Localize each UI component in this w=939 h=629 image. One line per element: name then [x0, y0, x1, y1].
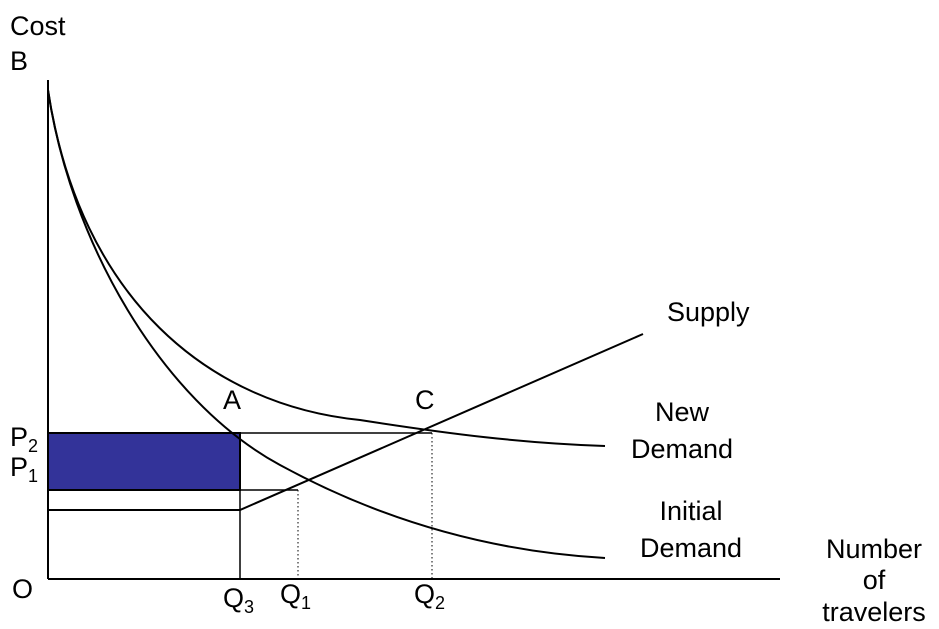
- new-demand-label-line2: Demand: [631, 434, 733, 464]
- new-demand-label-line1: New: [655, 397, 710, 427]
- point-b-label: B: [10, 46, 28, 76]
- initial-demand-curve: [47, 89, 606, 559]
- p2-label: P2: [10, 422, 38, 456]
- origin-label: O: [12, 574, 33, 604]
- initial-demand-label-line2: Demand: [640, 533, 742, 563]
- supply-label: Supply: [667, 297, 750, 327]
- point-a-label: A: [223, 385, 241, 415]
- x-axis-title-line2: of: [863, 565, 886, 595]
- point-c-label: C: [415, 385, 435, 415]
- x-axis-title-line3: travelers: [822, 597, 926, 627]
- shaded-area: [47, 432, 241, 491]
- q1-label: Q1: [280, 579, 311, 613]
- q2-label: Q2: [414, 579, 445, 613]
- initial-demand-label-line1: Initial: [659, 496, 722, 526]
- new-demand-curve: [47, 89, 606, 447]
- y-axis-title: Cost: [10, 11, 66, 41]
- p1-label: P1: [10, 452, 38, 486]
- q3-label: Q3: [223, 583, 254, 617]
- x-axis-title-line1: Number: [826, 534, 922, 564]
